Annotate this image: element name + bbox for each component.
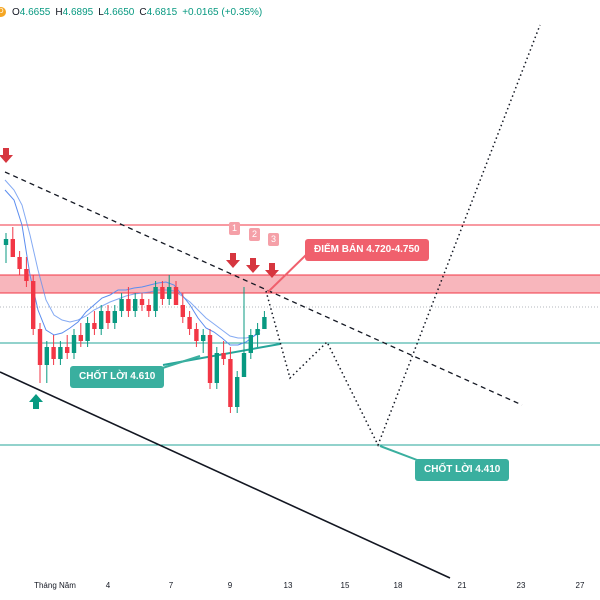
step-marker-1: 1 xyxy=(229,222,240,235)
ma-fast-line xyxy=(4,189,261,346)
x-tick-label: 15 xyxy=(341,581,350,590)
candle-body xyxy=(241,353,247,377)
high-value: 4.6895 xyxy=(62,7,94,18)
low-label: L xyxy=(98,7,104,18)
candle-body xyxy=(44,347,49,365)
candle-body xyxy=(37,329,43,365)
candle-body xyxy=(85,323,90,341)
candle-body xyxy=(228,359,233,407)
down-arrow-1 xyxy=(226,253,240,268)
step-marker-3: 3 xyxy=(268,233,279,246)
candle-body xyxy=(139,299,145,305)
x-tick-label: 9 xyxy=(228,581,233,590)
candle-body xyxy=(167,287,172,299)
buy-signal-arrow xyxy=(29,394,43,409)
x-tick-label: 18 xyxy=(394,581,403,590)
low-value: 4.6650 xyxy=(103,7,135,18)
candle-body xyxy=(78,335,83,341)
candle-body xyxy=(153,287,158,311)
candle-body xyxy=(31,281,36,329)
open-value: 4.6655 xyxy=(19,7,51,18)
candle-body xyxy=(221,353,226,359)
take-profit-2-tag: CHỐT LỜI 4.410 xyxy=(415,459,510,481)
candle-body xyxy=(65,347,70,353)
candles xyxy=(3,227,267,413)
candle-body xyxy=(201,335,206,341)
ma-slow-line xyxy=(4,179,261,339)
candle-body xyxy=(160,287,165,299)
candle-body xyxy=(119,299,124,311)
step-marker-2: 2 xyxy=(249,228,260,241)
sell-zone-band xyxy=(0,275,600,293)
high-label: H xyxy=(55,7,63,18)
candle-body xyxy=(235,377,240,407)
candle-body xyxy=(180,305,185,317)
projected-price-path xyxy=(265,24,541,447)
candle-body xyxy=(58,347,63,359)
down-arrow-3 xyxy=(265,263,279,278)
dashed-downtrend-line xyxy=(4,171,523,406)
candle-body xyxy=(262,317,267,329)
candle-body xyxy=(71,335,77,353)
candle-body xyxy=(207,335,213,383)
candle-body xyxy=(146,305,151,311)
candle-body xyxy=(187,317,192,329)
candle-body xyxy=(3,239,9,245)
x-tick-label: 7 xyxy=(169,581,174,590)
x-tick-label: 27 xyxy=(576,581,585,590)
symbol-badge: D xyxy=(0,7,6,18)
candle-body xyxy=(248,335,253,353)
candle-body xyxy=(105,311,111,323)
close-value: 4.6815 xyxy=(146,7,178,18)
candle-body xyxy=(214,353,219,383)
x-axis: Tháng Năm 4 7 9 13 15 18 21 23 27 xyxy=(34,581,585,590)
candle-body xyxy=(133,299,138,311)
candle-body xyxy=(99,311,104,329)
candle-body xyxy=(112,311,117,323)
candle-body xyxy=(10,239,15,257)
candle-body xyxy=(92,323,97,329)
x-tick-label: 4 xyxy=(106,581,111,590)
candle-body xyxy=(173,287,179,305)
x-tick-label: Tháng Năm xyxy=(34,581,76,590)
channel-support-line xyxy=(0,371,451,579)
sell-tag-pointer xyxy=(267,252,309,293)
x-tick-label: 23 xyxy=(517,581,526,590)
x-tick-label: 13 xyxy=(284,581,293,590)
take-profit-1-tag: CHỐT LỜI 4.610 xyxy=(70,366,165,388)
change-value: +0.0165 (+0.35%) xyxy=(182,7,263,18)
ohlc-legend: D O4.6655 H4.6895 L4.6650 C4.6815 +0.0165 (+0… xyxy=(0,7,267,18)
candle-body xyxy=(51,347,56,359)
candle-body xyxy=(126,299,131,311)
candle-body xyxy=(255,329,260,335)
close-label: C xyxy=(139,7,147,18)
candle-body xyxy=(24,269,29,281)
x-tick-label: 21 xyxy=(458,581,467,590)
candle-body xyxy=(194,329,199,341)
sell-signal-arrow xyxy=(0,148,13,163)
candle-body xyxy=(17,257,22,269)
down-arrow-2 xyxy=(246,258,260,273)
sell-zone-tag: ĐIỂM BÁN 4.720-4.750 xyxy=(305,239,429,261)
open-label: O xyxy=(12,7,20,18)
